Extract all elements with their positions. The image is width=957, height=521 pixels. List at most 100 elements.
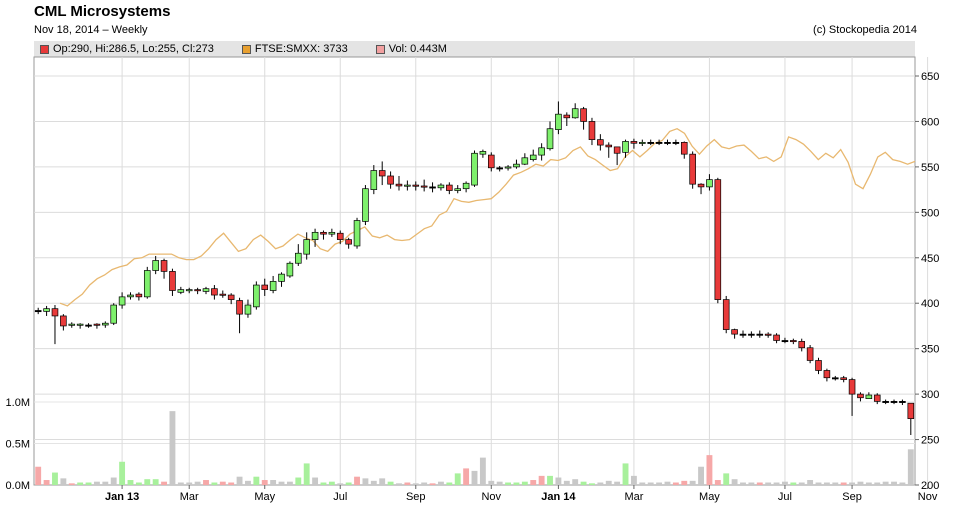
volume-bar xyxy=(815,482,822,485)
volume-bar xyxy=(798,482,805,485)
volume-bar xyxy=(211,482,218,485)
candle-body xyxy=(639,141,646,144)
volume-bar xyxy=(681,480,688,485)
volume-bar xyxy=(580,481,587,485)
volume-bar xyxy=(429,483,436,485)
volume-bar xyxy=(337,483,344,485)
candle-body xyxy=(320,231,327,235)
price-tick-label: 650 xyxy=(921,71,939,83)
candle-body xyxy=(865,394,873,400)
candle-body xyxy=(756,333,764,336)
candle-body xyxy=(127,294,134,298)
candle-body xyxy=(185,289,193,292)
candle-body xyxy=(219,293,227,296)
legend-label-volume: Vol: 0.443M xyxy=(388,43,447,55)
legend-label-price: Op:290, Hi:286.5, Lo:255, Cl:273 xyxy=(53,43,214,55)
candle-body xyxy=(118,296,126,306)
candle-body xyxy=(261,284,269,290)
volume-bar xyxy=(672,482,679,485)
volume-bar xyxy=(186,482,193,485)
volume-bar xyxy=(446,482,453,485)
volume-bar xyxy=(622,463,629,485)
candle-body xyxy=(487,154,495,169)
page-title: CML Microsystems xyxy=(34,3,171,20)
volume-bar xyxy=(656,482,663,485)
candle-body xyxy=(529,154,537,160)
volume-tick-label: 0.0M xyxy=(6,480,30,492)
candle-body xyxy=(286,262,294,277)
price-tick-label: 600 xyxy=(921,116,939,128)
volume-bar xyxy=(521,481,528,485)
candle-body xyxy=(160,260,168,272)
candle-body xyxy=(211,288,218,296)
volume-bar xyxy=(362,478,369,485)
candle-body xyxy=(907,402,915,420)
candle-body xyxy=(630,141,638,144)
candle-body xyxy=(244,304,252,315)
candle-body xyxy=(815,360,822,371)
volume-bar xyxy=(312,477,319,485)
volume-bar xyxy=(479,457,486,485)
candle-body xyxy=(882,401,889,403)
volume-bar xyxy=(194,481,201,485)
candle-body xyxy=(588,121,596,140)
candle-body xyxy=(177,289,185,293)
candle-body xyxy=(571,108,579,119)
volume-bar xyxy=(454,473,461,485)
candle-body xyxy=(613,146,621,154)
volume-bar xyxy=(849,482,856,485)
volume-bar xyxy=(907,449,914,485)
volume-bar xyxy=(35,466,42,485)
candle-body xyxy=(664,141,671,144)
chart-subtitle: Nov 18, 2014 – Weekly xyxy=(34,24,148,36)
volume-bar xyxy=(530,480,537,485)
volume-bar xyxy=(77,482,84,485)
candle-body xyxy=(597,139,604,146)
volume-bar xyxy=(245,480,251,485)
candle-body xyxy=(278,273,285,282)
volume-bar xyxy=(731,479,738,485)
x-tick-label: May xyxy=(699,491,720,503)
volume-bar xyxy=(177,482,184,485)
x-tick-label: Jul xyxy=(778,491,792,503)
volume-bar xyxy=(119,461,126,485)
candle-body xyxy=(378,170,386,177)
candle-body xyxy=(873,394,881,402)
volume-bar xyxy=(538,475,545,485)
candle-body xyxy=(202,288,210,292)
legend-item-volume: Vol: 0.443M xyxy=(375,43,447,55)
candle-body xyxy=(689,153,696,185)
x-tick-label: Sep xyxy=(842,491,862,503)
volume-bar xyxy=(740,482,746,485)
candle-body xyxy=(420,185,428,188)
volume-bar xyxy=(135,482,142,485)
volume-bar xyxy=(563,480,570,485)
candle-body xyxy=(303,239,310,255)
legend-item-price: Op:290, Hi:286.5, Lo:255, Cl:273 xyxy=(40,43,214,55)
volume-bar xyxy=(203,480,209,485)
candle-body xyxy=(890,401,898,403)
volume-bar xyxy=(891,481,897,485)
volume-bar xyxy=(379,478,386,485)
volume-bar xyxy=(714,480,721,485)
volume-bar xyxy=(354,476,360,485)
volume-bar xyxy=(404,482,411,485)
candle-body xyxy=(110,304,117,324)
x-tick-label: Jan 14 xyxy=(541,491,576,503)
candle-body xyxy=(848,379,856,395)
candle-body xyxy=(60,315,67,327)
volume-bar xyxy=(85,482,92,485)
volume-bar xyxy=(345,482,352,485)
volume-bar xyxy=(236,476,243,485)
candle-body xyxy=(68,323,76,326)
candle-body xyxy=(395,183,403,187)
volume-bar xyxy=(765,482,772,485)
candle-body xyxy=(513,163,520,168)
candle-body xyxy=(387,175,394,185)
price-tick-label: 250 xyxy=(921,435,939,447)
volume-bar xyxy=(286,481,293,485)
volume-bar xyxy=(370,480,377,485)
candle-body xyxy=(169,271,176,291)
volume-bar xyxy=(865,482,872,485)
